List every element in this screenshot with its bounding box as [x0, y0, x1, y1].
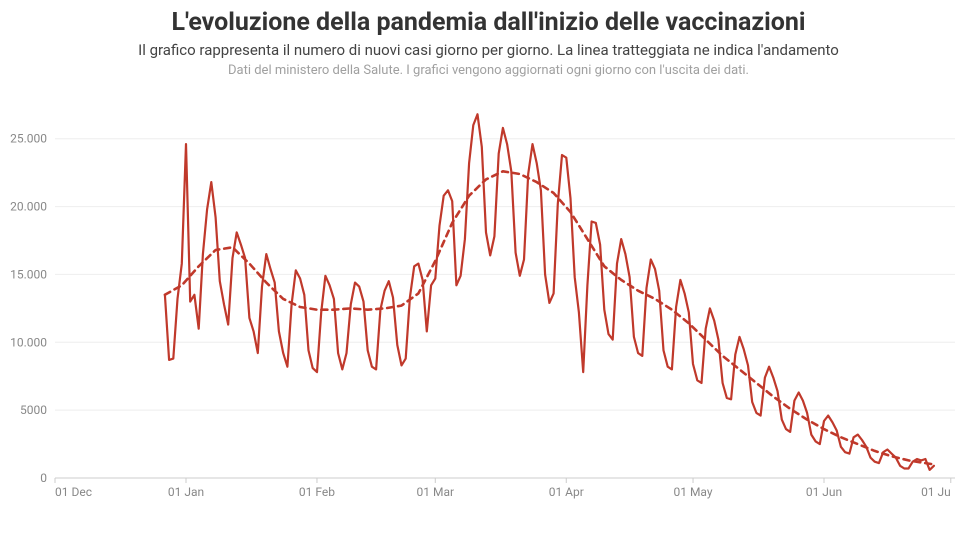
chart-caption: Dati del ministero della Salute. I grafi… — [0, 63, 977, 78]
x-tick-label: 01 Ju — [921, 485, 951, 499]
x-tick-label: 01 Feb — [299, 485, 335, 499]
chart-header: L'evoluzione della pandemia dall'inizio … — [0, 0, 977, 78]
y-tick-label: 15.000 — [10, 267, 47, 281]
x-tick-label: 01 Jan — [168, 485, 204, 499]
x-tick-label: 01 Dec — [55, 485, 92, 499]
series-daily_cases — [165, 114, 934, 470]
y-tick-label: 5000 — [20, 403, 47, 417]
chart-title: L'evoluzione della pandemia dall'inizio … — [0, 8, 977, 37]
y-tick-label: 0 — [40, 471, 47, 485]
x-tick-label: 01 Mar — [417, 485, 455, 499]
chart-area: 0 5000 10.000 15.000 20.000 25.000 01 Dec 01 Ja… — [0, 78, 977, 508]
x-tick-label: 01 May — [673, 485, 712, 499]
x-tick-label: 01 Jun — [806, 485, 842, 499]
y-tick-label: 25.000 — [10, 132, 47, 146]
y-tick-label: 10.000 — [10, 335, 47, 349]
series-trend — [165, 171, 934, 464]
x-tick-label: 01 Apr — [549, 485, 584, 499]
chart-subtitle: Il grafico rappresenta il numero di nuov… — [0, 41, 977, 59]
y-tick-label: 20.000 — [10, 200, 47, 214]
line-chart: 0 5000 10.000 15.000 20.000 25.000 01 Dec 01 Ja… — [0, 78, 977, 508]
